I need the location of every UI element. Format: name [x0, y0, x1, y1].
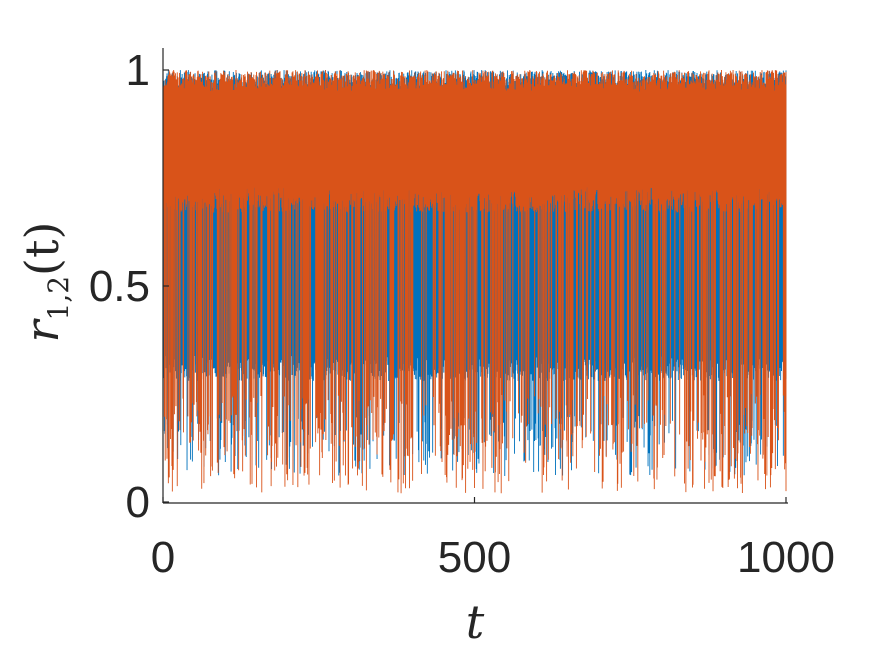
plot-area	[162, 70, 787, 494]
y-axis-label: r1,2(t)	[15, 222, 75, 343]
tick-labels: 0 500 1000 0 0.5 1	[89, 46, 835, 582]
x-tick-label-1: 500	[438, 533, 511, 582]
svg-text:r1,2(t): r1,2(t)	[15, 222, 75, 343]
y-tick-label-1: 0.5	[89, 262, 150, 311]
y-tick-label-0: 0	[126, 478, 150, 527]
axes	[162, 48, 788, 504]
x-tick-label-2: 1000	[737, 533, 835, 582]
y-axis-label-subscript: 1,2	[42, 276, 75, 321]
x-axis-label: t	[466, 595, 485, 649]
x-tick-label-0: 0	[151, 533, 175, 582]
y-axis-label-base: r	[15, 317, 69, 342]
series-line-2	[162, 70, 787, 494]
y-tick-label-2: 1	[126, 46, 150, 95]
y-axis-label-argument: (t)	[15, 222, 69, 276]
